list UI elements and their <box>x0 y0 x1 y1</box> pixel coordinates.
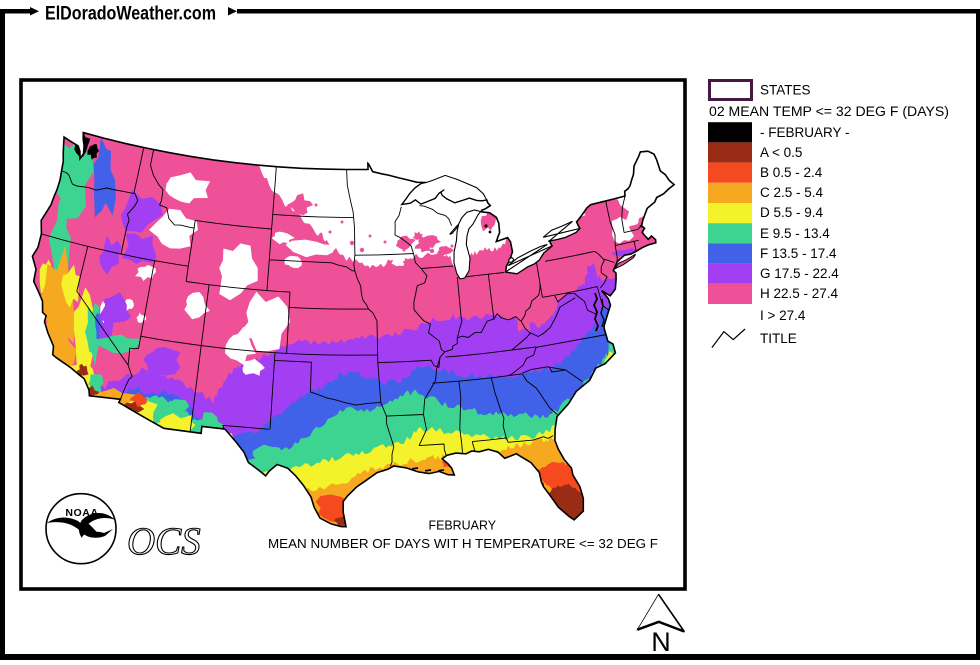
svg-text:STATES: STATES <box>760 83 811 98</box>
svg-text:E 9.5 - 13.4: E 9.5 - 13.4 <box>760 226 830 241</box>
svg-text:- FEBRUARY -: - FEBRUARY - <box>760 125 850 140</box>
svg-text:OCS: OCS <box>127 520 201 563</box>
svg-text:H 22.5 - 27.4: H 22.5 - 27.4 <box>760 286 839 301</box>
svg-text:TITLE: TITLE <box>760 331 797 346</box>
svg-text:F 13.5 - 17.4: F 13.5 - 17.4 <box>760 246 837 261</box>
svg-text:NOAA: NOAA <box>65 507 98 519</box>
svg-text:I > 27.4: I > 27.4 <box>760 308 806 323</box>
svg-text:C 2.5 - 5.4: C 2.5 - 5.4 <box>760 185 824 200</box>
svg-text:G 17.5 - 22.4: G 17.5 - 22.4 <box>760 266 839 281</box>
svg-text:B 0.5 - 2.4: B 0.5 - 2.4 <box>760 165 823 180</box>
svg-text:D 5.5 - 9.4: D 5.5 - 9.4 <box>760 205 824 220</box>
svg-text:N: N <box>651 627 671 657</box>
svg-text:A < 0.5: A < 0.5 <box>760 145 802 160</box>
svg-text:MEAN NUMBER OF DAYS WIT H TEMP: MEAN NUMBER OF DAYS WIT H TEMPERATURE <=… <box>268 536 658 551</box>
svg-text:FEBRUARY: FEBRUARY <box>429 518 497 533</box>
svg-text:02 MEAN TEMP <= 32 DEG F (DAYS: 02 MEAN TEMP <= 32 DEG F (DAYS) <box>709 104 949 119</box>
svg-text:ElDoradoWeather.com: ElDoradoWeather.com <box>45 4 216 25</box>
